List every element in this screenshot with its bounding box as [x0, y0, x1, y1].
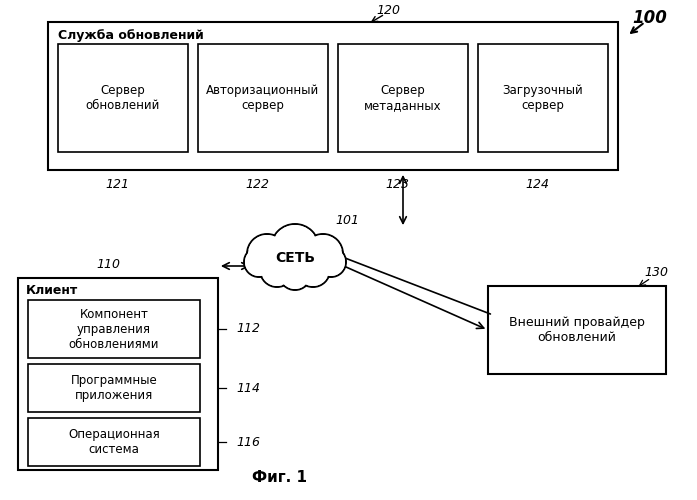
Circle shape — [296, 253, 330, 287]
Bar — [338, 44, 468, 152]
Text: Авторизационный
сервер: Авторизационный сервер — [206, 84, 320, 112]
Text: 112: 112 — [236, 322, 260, 336]
Bar — [18, 278, 218, 470]
Text: Сервер
метаданных: Сервер метаданных — [365, 84, 442, 112]
Bar — [478, 44, 608, 152]
Text: Программные
приложения: Программные приложения — [70, 374, 158, 402]
Text: 110: 110 — [96, 258, 120, 272]
Circle shape — [248, 235, 286, 273]
Circle shape — [244, 247, 274, 277]
Circle shape — [245, 248, 273, 276]
Text: Фиг. 1: Фиг. 1 — [252, 470, 307, 486]
Bar — [28, 300, 200, 358]
Text: Внешний провайдер
обновлений: Внешний провайдер обновлений — [509, 316, 645, 344]
Bar — [58, 44, 188, 152]
Text: СЕТЬ: СЕТЬ — [275, 251, 315, 265]
Text: 130: 130 — [644, 266, 668, 280]
Text: 116: 116 — [236, 436, 260, 448]
Text: Сервер
обновлений: Сервер обновлений — [86, 84, 160, 112]
Circle shape — [316, 247, 346, 277]
Text: 100: 100 — [633, 9, 668, 27]
Text: 114: 114 — [236, 382, 260, 394]
Bar — [48, 22, 618, 170]
Text: Клиент: Клиент — [26, 284, 78, 298]
Text: 121: 121 — [105, 178, 129, 190]
Text: 101: 101 — [335, 214, 359, 226]
Circle shape — [260, 253, 294, 287]
Circle shape — [272, 225, 318, 271]
Circle shape — [317, 248, 345, 276]
Bar — [28, 418, 200, 466]
Circle shape — [280, 259, 310, 289]
Circle shape — [279, 258, 311, 290]
Text: Компонент
управления
обновлениями: Компонент управления обновлениями — [69, 308, 159, 350]
Text: Операционная
система: Операционная система — [68, 428, 160, 456]
Circle shape — [297, 254, 329, 286]
Bar — [28, 364, 200, 412]
Text: 124: 124 — [525, 178, 549, 190]
Circle shape — [303, 234, 343, 274]
Bar — [198, 44, 328, 152]
Circle shape — [261, 254, 293, 286]
Circle shape — [271, 224, 319, 272]
Text: 122: 122 — [245, 178, 269, 190]
Circle shape — [247, 234, 287, 274]
Text: Служба обновлений: Служба обновлений — [58, 30, 204, 43]
Circle shape — [304, 235, 342, 273]
Text: Загрузочный
сервер: Загрузочный сервер — [503, 84, 583, 112]
Bar — [488, 286, 666, 374]
Text: 120: 120 — [376, 4, 400, 16]
Text: 123: 123 — [385, 178, 409, 190]
